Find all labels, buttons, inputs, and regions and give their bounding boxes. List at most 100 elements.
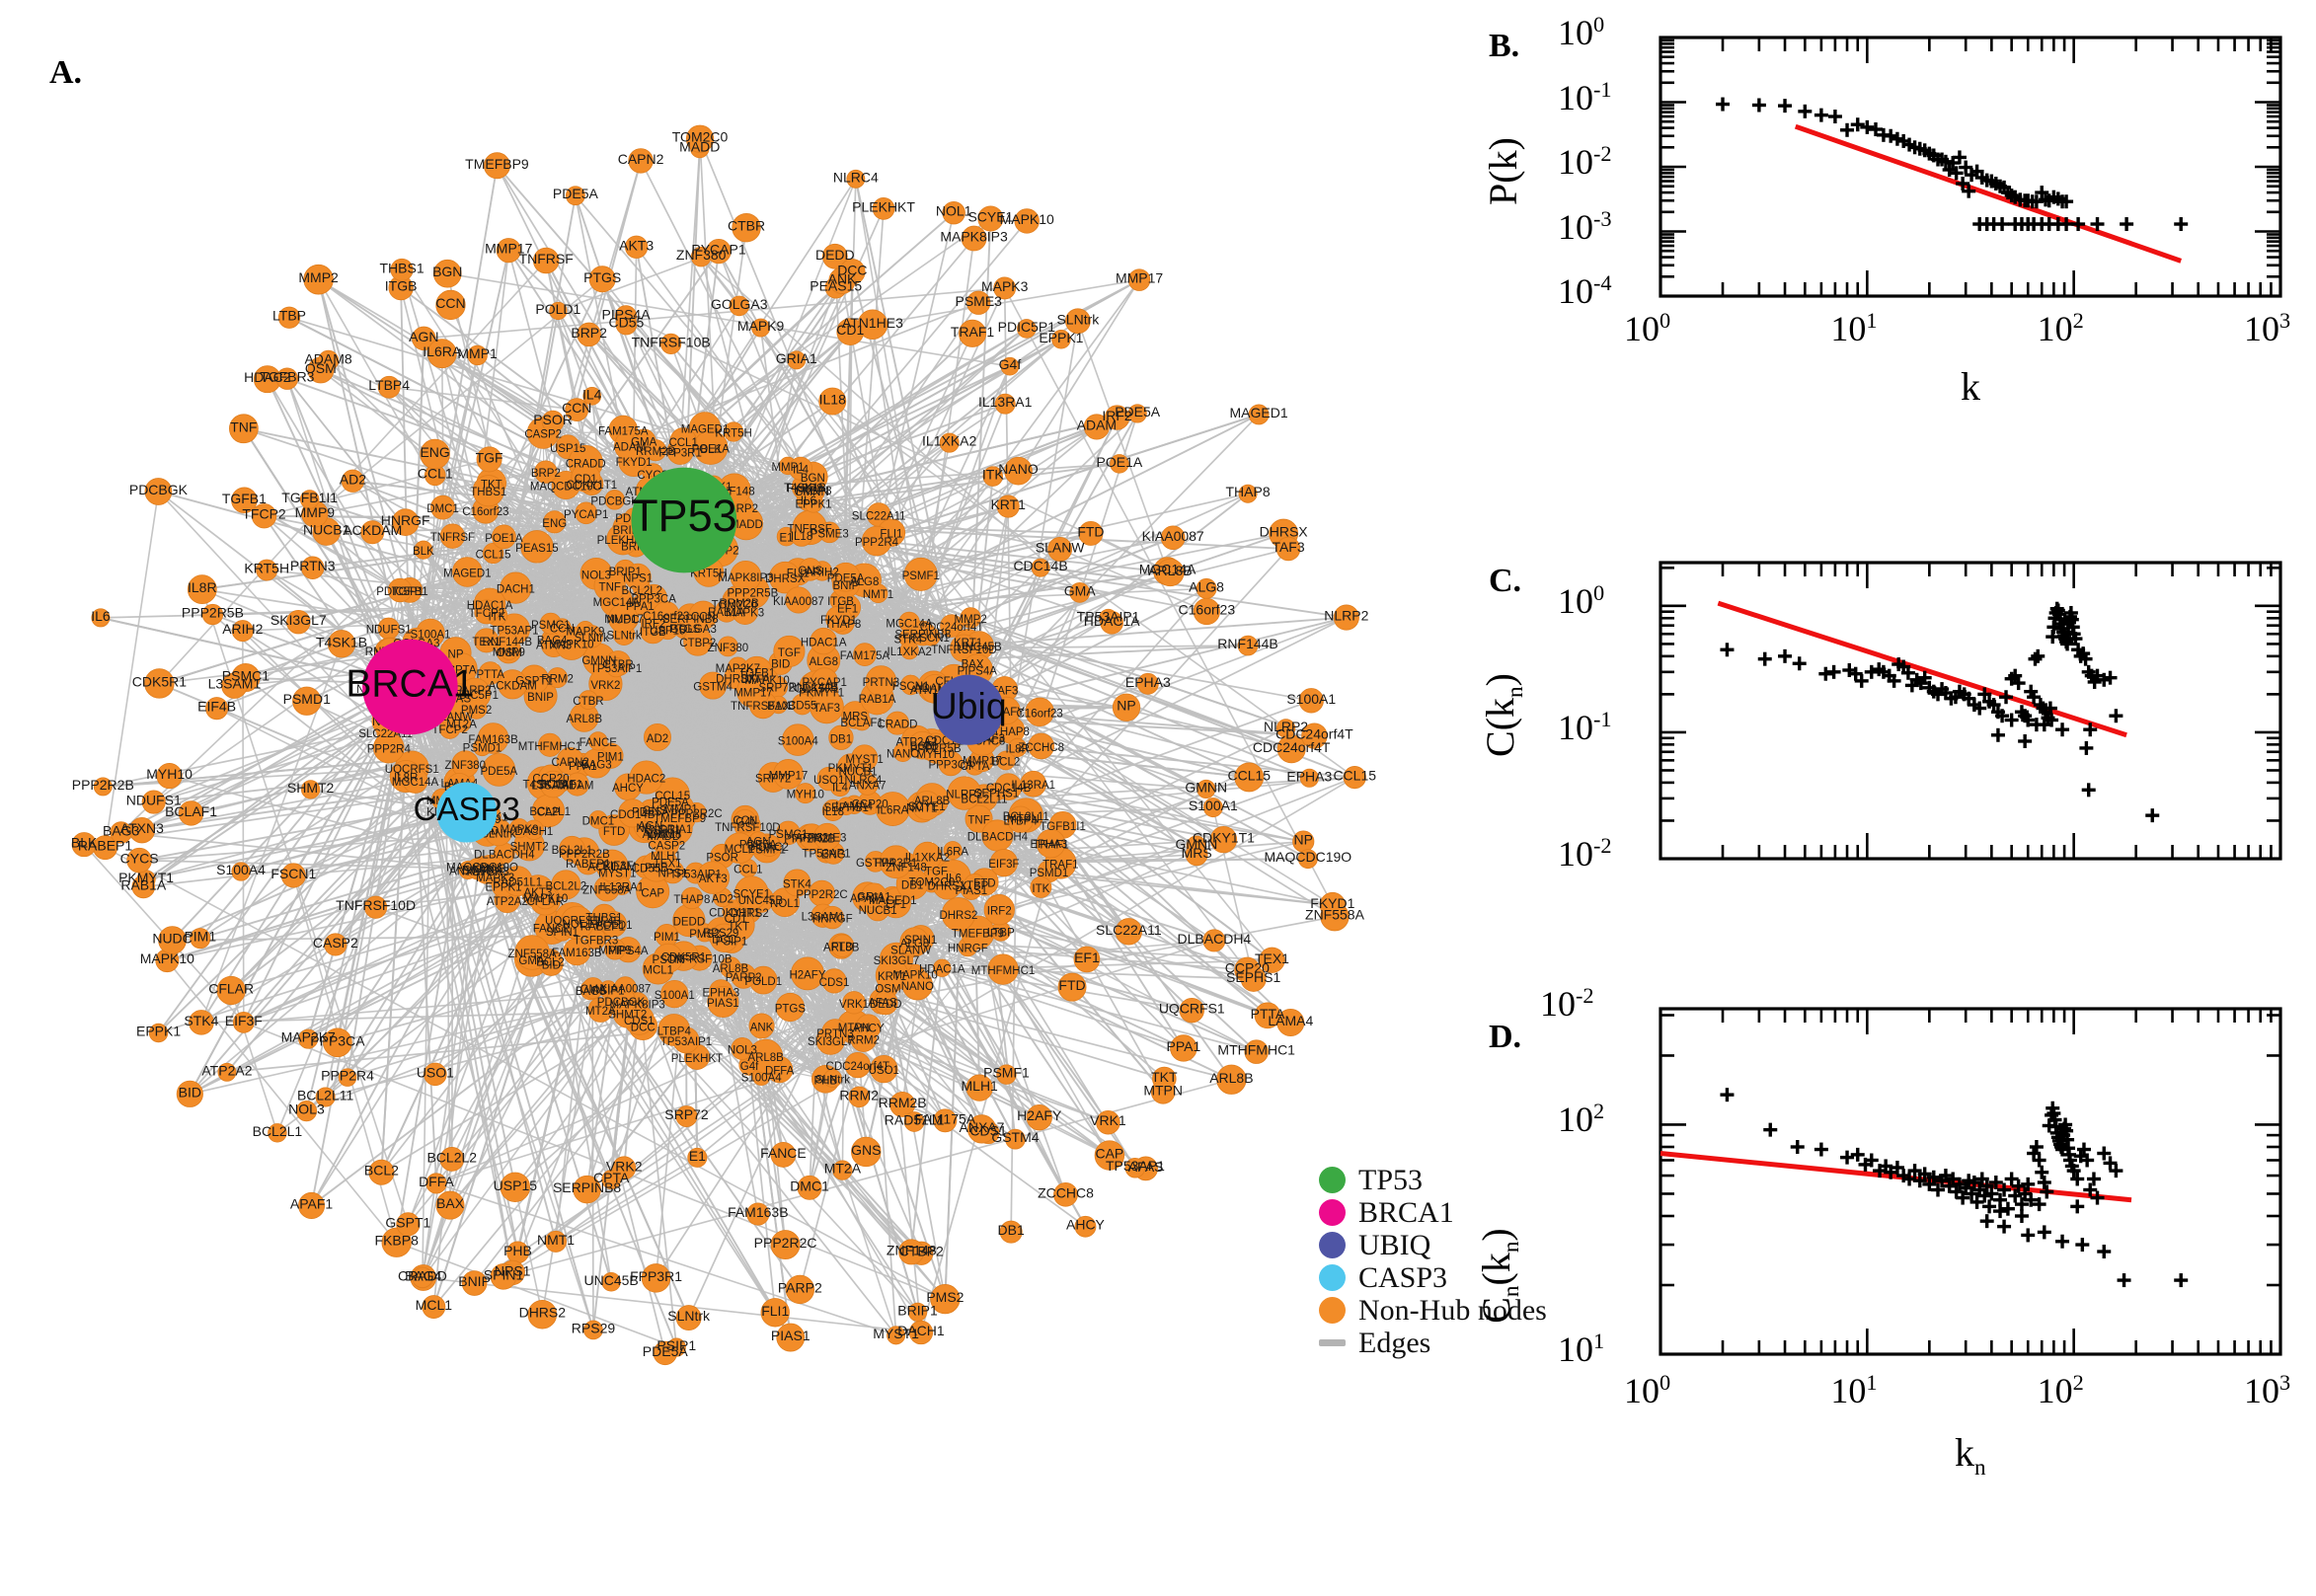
network-node-label: FAM163B: [728, 1204, 788, 1220]
network-node-label: UQCRFS1: [1159, 1001, 1225, 1017]
network-node-label: RNF144B: [1217, 636, 1277, 651]
network-node-label: THAP8: [673, 894, 710, 906]
network-node-label: NMT1: [537, 1232, 575, 1248]
network-node-label: IL6RA: [423, 343, 462, 359]
network-node-label: PDE5A: [1115, 404, 1161, 419]
y-tick-label: 10-1: [1558, 707, 1612, 748]
network-node-label: BID: [542, 959, 561, 971]
network-node-label: MCL1: [643, 964, 673, 976]
network-node-label: MTHFMHC1: [518, 741, 582, 753]
network-node-label: EF1: [1074, 950, 1100, 965]
y-axis-label: P(k): [1480, 137, 1526, 205]
network-node-label: PPP3CA: [310, 1032, 365, 1048]
network-node-label: CCN: [562, 400, 591, 416]
network-node-label: MMP17: [1116, 270, 1163, 286]
network-node-label: ARL8B: [1148, 563, 1192, 578]
network-node-label: ITGB: [827, 596, 854, 608]
network-node-label: CCL15: [476, 550, 511, 562]
network-node-label: ZNF380: [708, 643, 749, 654]
network-node-label: C16orf23: [643, 611, 689, 623]
network-node-label: GNS: [851, 1142, 881, 1158]
network-node-label: ENG: [821, 849, 846, 861]
x-axis-label: k: [1961, 363, 1980, 410]
network-node-label: TAF3: [813, 703, 840, 715]
network-node-label: ALG8: [810, 656, 838, 668]
network-node-label: TOM2C0: [672, 129, 729, 145]
network-node-label: MAPK8IP3: [940, 229, 1008, 245]
network-node-label: EPHA3: [1286, 768, 1332, 784]
network-node-label: AD2: [340, 471, 366, 487]
network-node-label: SCYE1: [733, 888, 770, 900]
network-node-label: TP53AIP1: [660, 1036, 712, 1048]
network-node-label: PRTN3: [863, 677, 900, 689]
network-node-label: MAQCDC19O: [1265, 849, 1352, 865]
network-node-label: PDCBGK: [597, 997, 646, 1009]
network-node-label: HNRGF: [812, 914, 853, 926]
network-node-label: PRTN3: [290, 558, 336, 573]
network-node-label: TFCP2: [469, 608, 504, 620]
panel-b-letter: B.: [1489, 28, 1519, 65]
network-node-label: HDAC2: [627, 774, 665, 786]
fit-line: [1660, 1154, 2131, 1200]
network-node-label: TNF: [230, 418, 257, 434]
network-node-label: USO1: [417, 1064, 454, 1080]
clustering-coefficient-chart[interactable]: [1481, 501, 2316, 1003]
network-node-label: PHB: [503, 1243, 532, 1258]
y-tick-label: 101: [1558, 1329, 1604, 1370]
network-node-label: PPA1: [1166, 1038, 1200, 1054]
network-node-label: ZNF148: [887, 1242, 937, 1257]
network-node-label: BRP2: [571, 325, 607, 341]
neighbor-connectivity-chart[interactable]: [1481, 1003, 2316, 1591]
network-node-label: MMP2: [955, 614, 987, 626]
network-node-label: VRK2: [606, 1158, 643, 1174]
network-node-label: IL6RA: [877, 805, 908, 817]
network-node-label: TRAF1: [951, 324, 995, 340]
network-node-label: TGF: [925, 866, 948, 877]
network-node-label: MT2A: [824, 1161, 862, 1177]
y-tick-label: 10-1: [1558, 77, 1612, 118]
network-node-label: MAGED1: [1230, 405, 1288, 420]
network-node-label: DB1: [998, 1222, 1025, 1238]
network-node-label: TGFB1: [222, 491, 267, 506]
network-node-label: AHCY: [853, 1023, 885, 1034]
network-node-label: GSPT1: [385, 1214, 430, 1230]
network-graph[interactable]: CDC14BKIAA0087THAP8MAGED1MGC14ADHRSXARL8…: [0, 0, 1481, 1591]
network-node-label: ACKDAM: [587, 862, 636, 874]
network-node-label: PIAS1: [707, 998, 739, 1010]
legend-label: BRCA1: [1358, 1196, 1454, 1230]
network-node-label: POE1A: [485, 533, 523, 545]
network-node-label: DB1: [901, 879, 923, 891]
y-tick-label: 10-2: [1558, 833, 1612, 874]
network-node-label: ANK: [828, 270, 857, 286]
network-node-label: MYH10: [787, 790, 824, 801]
degree-distribution-chart[interactable]: [1481, 0, 2316, 501]
hub-node-tp53[interactable]: TP53: [631, 468, 737, 573]
network-node-label: GRIA1: [776, 350, 817, 366]
network-node-label: TEX1: [1255, 950, 1289, 966]
network-node-label: IL13RA1: [1011, 780, 1055, 792]
network-node-label: PTTA: [1251, 1006, 1285, 1022]
network-node-label: BAX: [436, 1195, 465, 1211]
network-node-label: DFFA: [419, 1174, 454, 1189]
network-node-label: PRTN3: [816, 1028, 854, 1040]
network-node-label: IL13RA1: [599, 881, 644, 893]
network-node-label: KRT1: [990, 496, 1026, 512]
network-node-label: FKYD1: [616, 457, 653, 469]
network-node-label: DHRSX: [1260, 524, 1309, 540]
network-node-label: GSTM4: [693, 682, 733, 694]
panel-c-letter: C.: [1489, 563, 1521, 600]
network-node-label: MTHFMHC1: [1217, 1042, 1295, 1058]
network-node-label: MMP9: [295, 504, 336, 520]
network-node-label: PARP2: [778, 1279, 822, 1295]
network-node-label: BRP2: [531, 468, 561, 480]
network-node-label: USP15: [494, 1178, 538, 1193]
network-node-label: NPS1: [623, 572, 653, 584]
network-node-label: DACH1: [497, 584, 535, 596]
network-node-label: T4SK1B: [316, 634, 367, 649]
network-node-label: MT2A: [446, 720, 477, 731]
network-node-label: IL4: [582, 386, 602, 402]
network-node-label: MLH1: [962, 1078, 999, 1094]
network-node-label: PYCAP1: [803, 677, 847, 689]
hub-node-label: TP53: [631, 491, 737, 541]
